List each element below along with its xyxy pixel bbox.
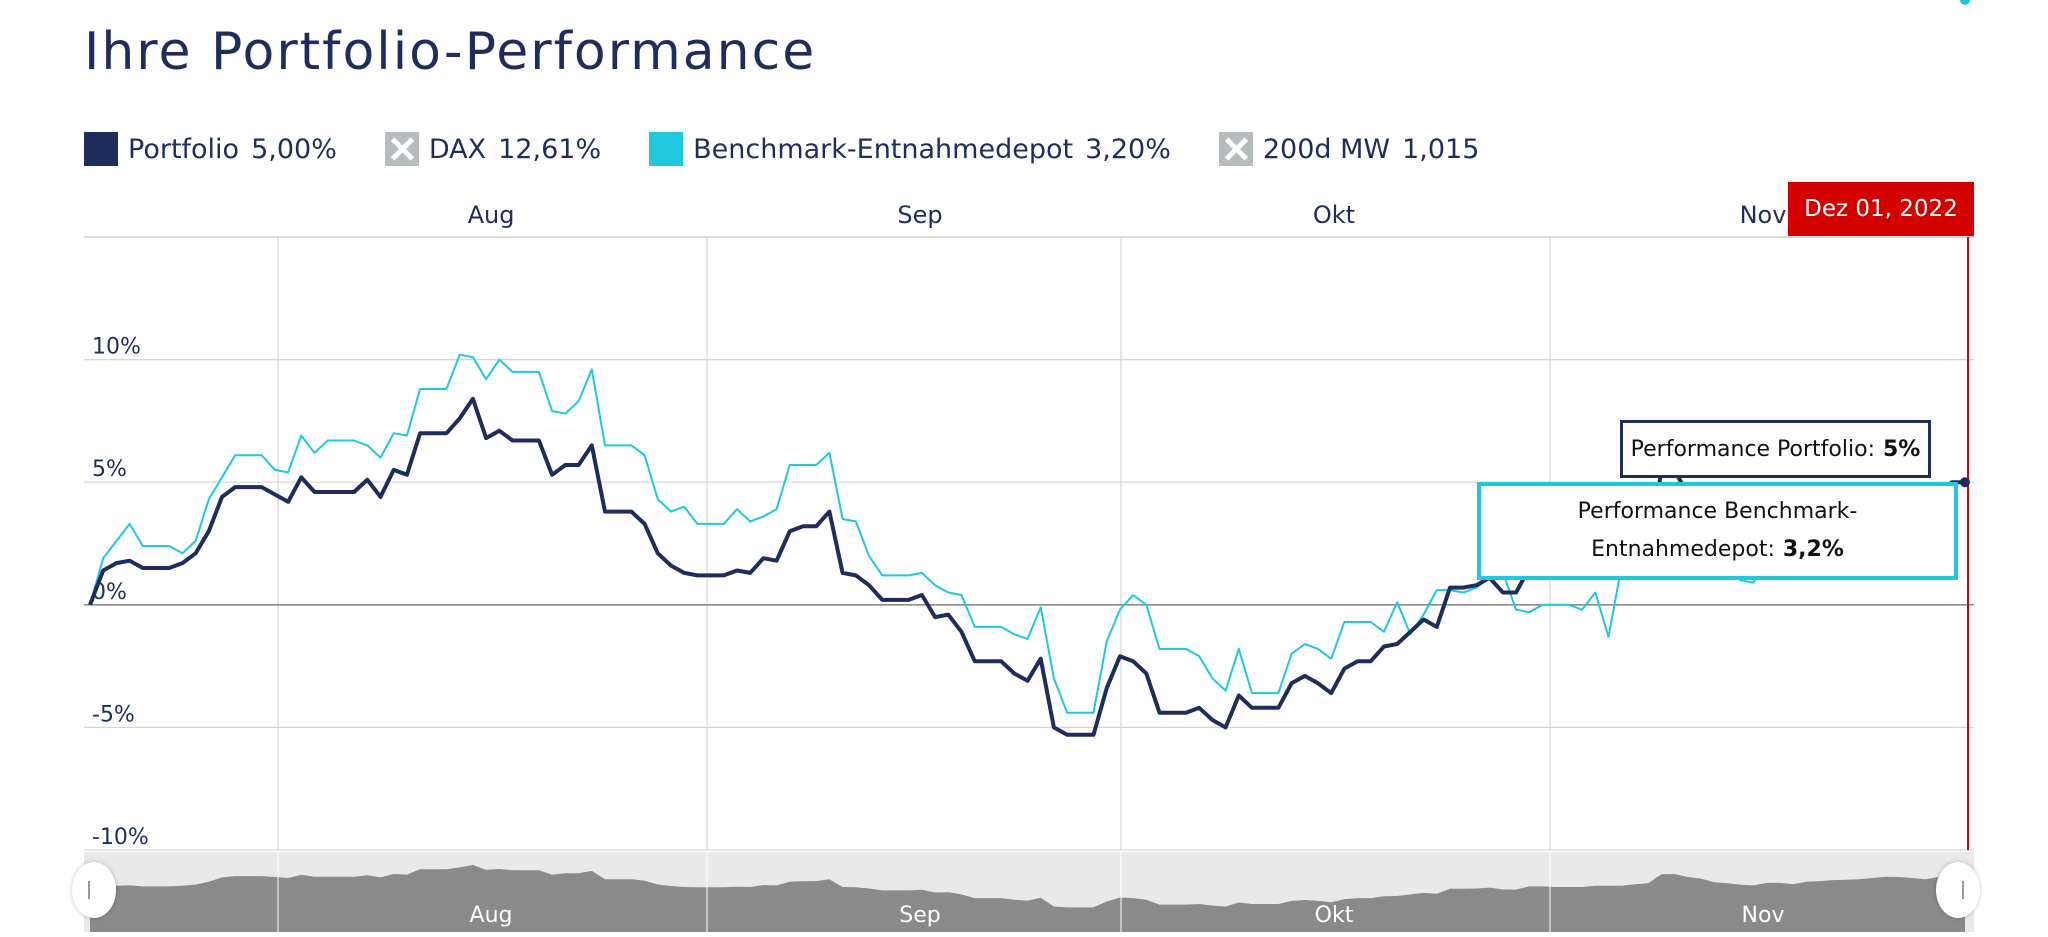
chart-title: Ihre Portfolio-Performance [84,22,817,82]
tooltip-benchmark-label-line1: Performance Benchmark- [1577,499,1858,524]
legend-label: Portfolio [128,133,240,165]
disabled-cross-icon [384,132,419,166]
legend-swatch-portfolio [84,132,118,166]
legend-item-portfolio[interactable]: Portfolio 5,00% [84,132,337,166]
navigator-tick-label: Sep [899,903,940,928]
y-tick-label: 5% [92,457,127,482]
tooltip-portfolio: Performance Portfolio: 5% [1620,420,1931,478]
disabled-cross-icon [1218,132,1253,166]
navigator-tick-label: Okt [1315,903,1354,928]
x-tick-label: Nov [1740,201,1787,229]
legend-item-200d-mw[interactable]: 200d MW 1,015 [1218,132,1480,166]
legend-value: 3,20% [1085,133,1171,165]
legend-value: 1,015 [1402,133,1480,165]
legend-value: 12,61% [498,133,602,165]
tooltip-portfolio-value: 5% [1882,436,1921,462]
legend-label: 200d MW [1262,133,1391,165]
navigator-tick-label: Nov [1742,903,1785,928]
legend: Portfolio 5,00% DAX 12,61% Benchmark-Ent… [84,132,1527,166]
point-marker-benchmark [1960,0,1970,5]
legend-label: Benchmark-Entnahmedepot [693,133,1074,165]
y-tick-label: 10% [92,335,141,360]
legend-label: DAX [428,133,487,165]
crosshair-date-badge: Dez 01, 2022 [1788,182,1974,236]
tooltip-portfolio-label: Performance Portfolio: [1630,436,1875,462]
point-marker-portfolio [1960,477,1970,488]
tooltip-benchmark: Performance Benchmark- Entnahmedepot: 3,2… [1477,482,1958,580]
x-tick-label: Okt [1313,201,1355,229]
navigator-area [90,865,1965,932]
legend-value: 5,00% [251,133,337,165]
x-tick-label: Sep [897,201,942,229]
x-tick-label: Aug [468,201,515,229]
y-tick-label: -10% [92,825,149,850]
navigator-handle-left[interactable] [72,862,116,918]
navigator-handle-right[interactable] [1936,862,1980,918]
legend-item-dax[interactable]: DAX 12,61% [384,132,602,166]
legend-item-benchmark[interactable]: Benchmark-Entnahmedepot 3,20% [649,132,1171,166]
y-tick-label: -5% [92,702,135,727]
tooltip-benchmark-label-line2: Entnahmedepot: [1591,537,1775,562]
navigator-tick-label: Aug [470,903,513,928]
legend-swatch-benchmark [649,132,684,166]
tooltip-benchmark-value: 3,2% [1782,537,1844,562]
